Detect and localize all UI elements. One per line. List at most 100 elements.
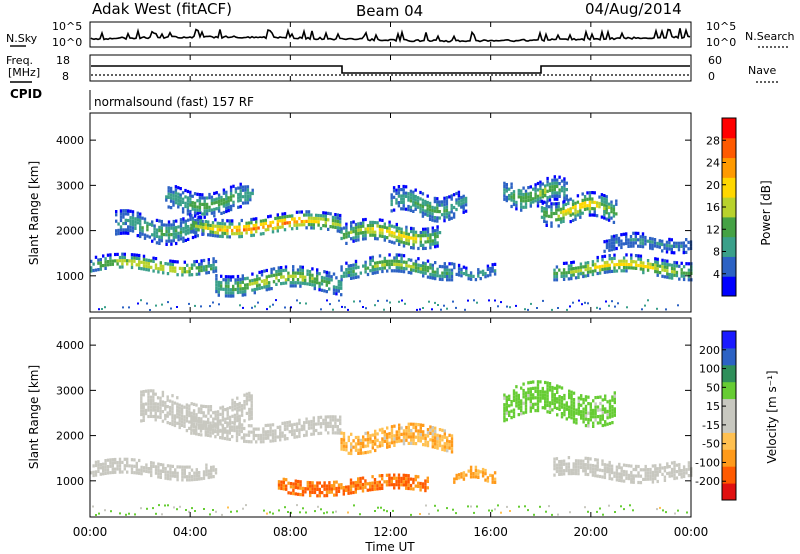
- data-cell: [362, 218, 365, 222]
- data-cell: [123, 467, 126, 471]
- data-cell: [369, 485, 372, 489]
- data-cell: [138, 253, 141, 258]
- data-cell: [536, 194, 540, 198]
- data-cell: [345, 485, 348, 489]
- data-cell: [202, 226, 205, 230]
- data-cell: [251, 191, 254, 196]
- data-cell: [562, 203, 565, 207]
- data-cell: [589, 463, 592, 467]
- data-cell: [143, 233, 147, 237]
- data-cell: [123, 255, 126, 260]
- data-cell: [517, 188, 520, 193]
- data-cell: [340, 483, 343, 487]
- data-cell: [622, 473, 626, 477]
- data-cell: [464, 209, 468, 213]
- data-cell: [268, 287, 271, 291]
- scatter-cell: [662, 509, 664, 512]
- data-cell: [576, 200, 580, 204]
- cpid-text: normalsound (fast) 157 RF: [94, 95, 254, 109]
- data-cell: [292, 284, 295, 288]
- data-cell: [181, 273, 184, 277]
- data-cell: [520, 402, 523, 406]
- data-cell: [291, 429, 294, 433]
- data-cell: [448, 440, 451, 444]
- data-cell: [378, 474, 381, 478]
- data-cell: [141, 232, 144, 236]
- data-cell: [376, 264, 379, 268]
- data-cell: [434, 238, 437, 242]
- data-cell: [371, 484, 374, 488]
- scatter-cell: [557, 307, 559, 309]
- data-cell: [190, 425, 193, 429]
- data-cell: [223, 225, 227, 229]
- data-cell: [207, 469, 210, 473]
- data-cell: [133, 458, 136, 462]
- data-cell: [246, 191, 250, 195]
- data-cell: [227, 205, 230, 209]
- data-cell: [491, 477, 494, 481]
- data-cell: [243, 419, 246, 423]
- scatter-cell: [221, 513, 223, 516]
- data-cell: [131, 229, 135, 233]
- data-cell: [99, 463, 102, 467]
- data-cell: [193, 192, 197, 196]
- data-cell: [654, 260, 657, 264]
- data-cell: [424, 443, 427, 447]
- data-cell: [422, 264, 425, 268]
- data-cell: [544, 393, 547, 397]
- data-cell: [227, 196, 230, 200]
- data-cell: [371, 439, 374, 444]
- data-cell: [450, 447, 454, 451]
- data-cell: [673, 244, 676, 248]
- data-cell: [160, 235, 163, 240]
- data-cell: [429, 272, 432, 276]
- scatter-cell: [434, 504, 436, 507]
- data-cell: [347, 270, 350, 274]
- data-cell: [600, 196, 604, 200]
- data-cell: [94, 473, 98, 477]
- data-cell: [555, 466, 559, 470]
- data-cell: [424, 437, 427, 441]
- data-cell: [438, 200, 441, 204]
- data-cell: [232, 288, 235, 292]
- scatter-cell: [497, 504, 499, 507]
- data-cell: [149, 405, 153, 409]
- scatter-cell: [353, 504, 355, 507]
- data-cell: [296, 271, 300, 275]
- data-cell: [398, 226, 401, 230]
- data-cell: [580, 416, 583, 420]
- data-cell: [271, 230, 275, 234]
- data-cell: [574, 468, 578, 472]
- data-cell: [532, 406, 535, 410]
- data-cell: [617, 240, 621, 244]
- data-cell: [345, 441, 348, 446]
- data-cell: [238, 401, 241, 406]
- data-cell: [160, 223, 163, 227]
- data-cell: [443, 448, 446, 452]
- data-cell: [222, 210, 226, 215]
- scatter-cell: [98, 308, 100, 311]
- data-cell: [392, 189, 396, 193]
- data-cell: [670, 270, 674, 274]
- data-cell: [493, 471, 497, 475]
- data-cell: [208, 205, 211, 209]
- data-cell: [234, 190, 238, 194]
- data-cell: [299, 265, 302, 269]
- data-cell: [661, 472, 664, 476]
- data-cell: [443, 215, 446, 220]
- noise-left-tick-top: 10^5: [52, 20, 82, 33]
- scatter-cell: [341, 305, 343, 308]
- data-cell: [388, 480, 391, 484]
- data-cell: [374, 439, 377, 443]
- data-cell: [522, 192, 525, 197]
- data-cell: [582, 417, 585, 421]
- data-cell: [121, 255, 124, 259]
- data-cell: [126, 259, 129, 263]
- data-cell: [646, 265, 650, 269]
- data-cell: [339, 223, 342, 227]
- data-cell: [117, 222, 120, 226]
- data-cell: [102, 264, 105, 268]
- data-cell: [176, 412, 179, 416]
- data-cell: [359, 486, 362, 490]
- data-cell: [426, 444, 430, 448]
